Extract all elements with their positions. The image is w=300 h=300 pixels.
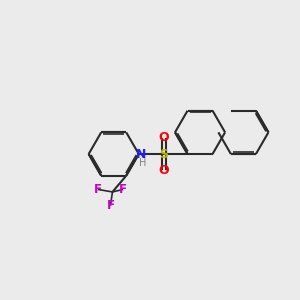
Text: O: O xyxy=(158,164,169,177)
Text: F: F xyxy=(119,183,127,196)
Text: F: F xyxy=(106,199,115,212)
Text: S: S xyxy=(159,148,168,160)
Text: N: N xyxy=(136,148,146,160)
Text: F: F xyxy=(94,183,102,196)
Text: O: O xyxy=(158,131,169,144)
Text: H: H xyxy=(139,158,146,168)
